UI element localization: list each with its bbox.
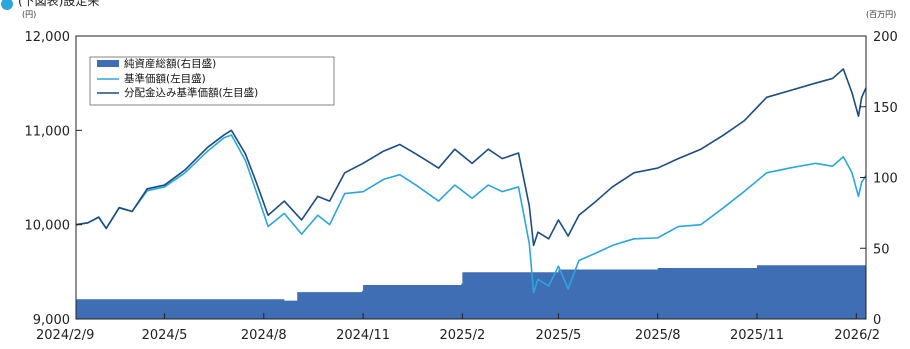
series-1-line: [75, 134, 867, 294]
y-right-tick-label: 50: [873, 242, 890, 257]
x-tick-label: 2024/5: [142, 328, 188, 343]
x-tick-label: 2025/2: [439, 328, 485, 343]
x-tick-label: 2025/11: [730, 328, 784, 343]
y-right-tick-label: 200: [873, 30, 898, 45]
y-left-unit: (円): [22, 10, 36, 19]
series-2-line: [75, 68, 867, 247]
y-left-tick-label: 9,000: [33, 313, 70, 328]
x-tick-label: 2026/2: [834, 328, 880, 343]
legend-label-nav: 基準価額(左目盛): [124, 72, 206, 85]
y-left-tick-label: 11,000: [25, 124, 71, 139]
x-tick-label: 2024/11: [336, 328, 390, 343]
x-tick-label: 2024/2/9: [36, 328, 94, 343]
legend-box: [89, 56, 335, 106]
y-left-axis: 9,000 10,000 11,000 12,000: [25, 30, 82, 328]
series-0-area: [76, 263, 866, 319]
header-bullet-icon: [1, 0, 13, 10]
x-tick-label: 2025/8: [635, 328, 681, 343]
y-right-tick-label: 150: [873, 101, 898, 116]
header: (下図表)設定来: [1, 0, 99, 10]
x-tick-label: 2025/5: [536, 328, 582, 343]
legend-swatch-net-assets: [97, 60, 119, 67]
area-layer: [76, 263, 866, 319]
y-left-tick-label: 10,000: [25, 219, 71, 234]
y-right-tick-label: 100: [873, 172, 898, 187]
line-layer: [75, 68, 867, 294]
y-left-tick-label: 12,000: [25, 30, 71, 45]
legend-label-net-assets: 純資産総額(右目盛): [124, 57, 216, 70]
legend: 純資産総額(右目盛) 基準価額(左目盛) 分配金込み基準価額(左目盛): [89, 56, 335, 106]
header-text: (下図表)設定来: [18, 0, 99, 8]
y-right-unit: (百万円): [866, 10, 896, 19]
y-right-axis: 0 50 100 150 200: [860, 30, 898, 328]
y-right-tick-label: 0: [873, 313, 881, 328]
legend-label-nav-with-dividends: 分配金込み基準価額(左目盛): [124, 86, 258, 99]
x-axis: 2024/2/9 2024/5 2024/8 2024/11 2025/2 2025/5 2…: [36, 313, 880, 343]
x-tick-label: 2024/8: [241, 328, 287, 343]
